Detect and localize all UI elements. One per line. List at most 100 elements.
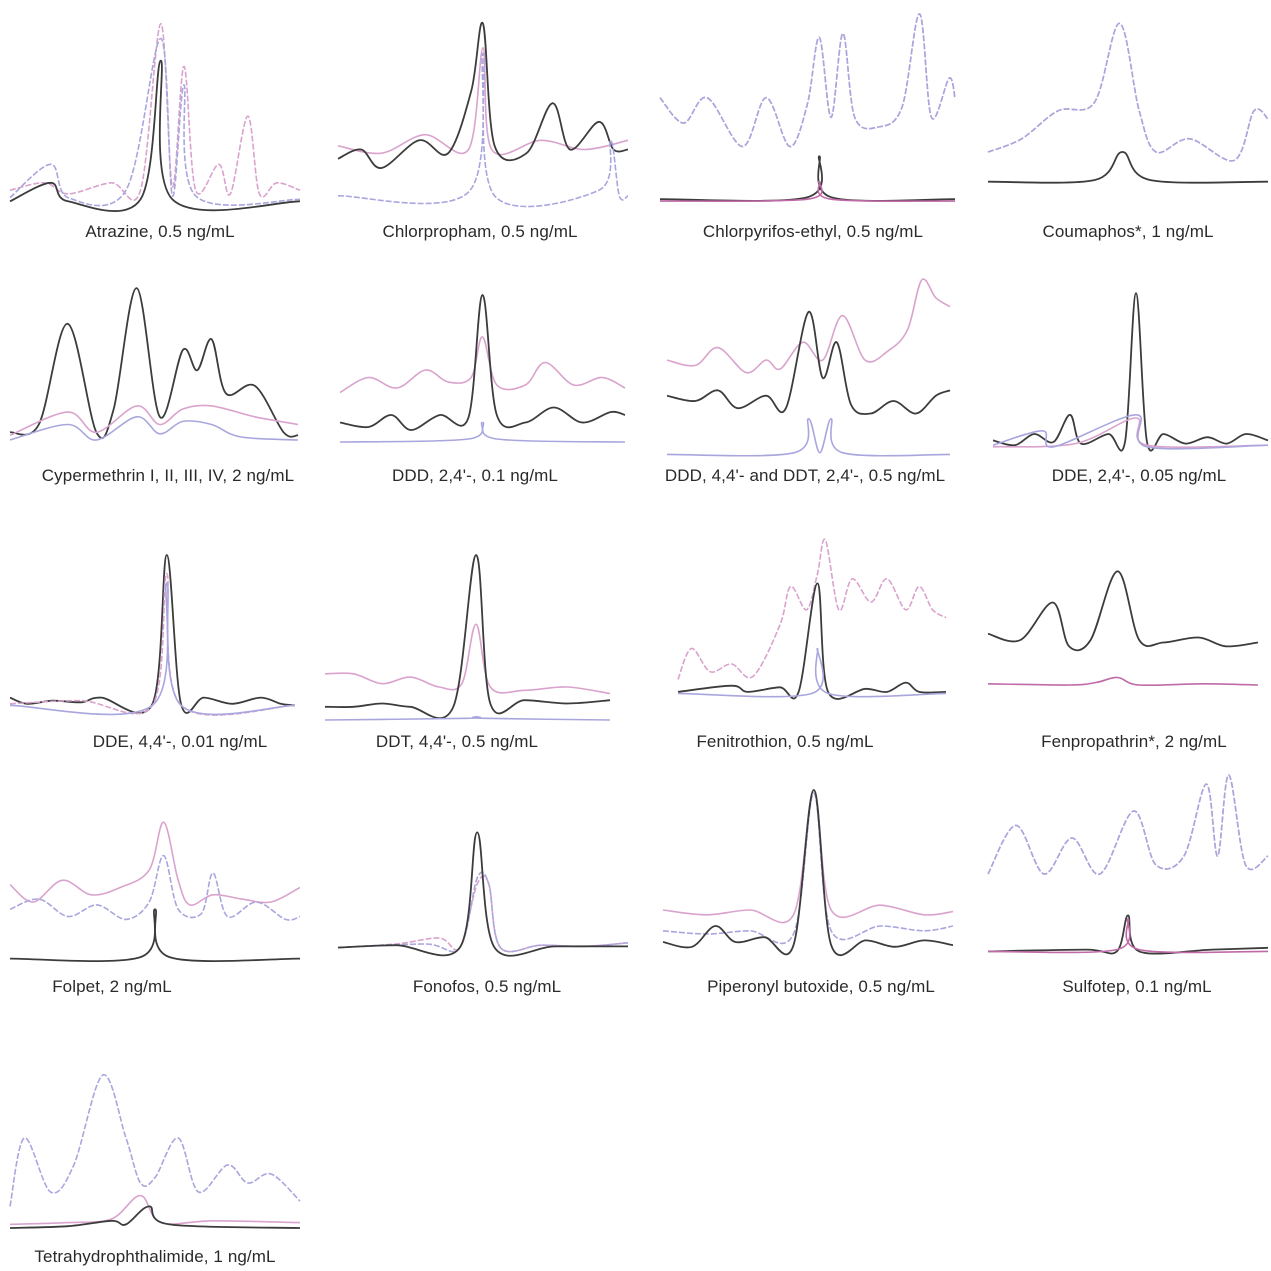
panel-caption: DDE, 2,4'-, 0.05 ng/mL bbox=[1051, 466, 1227, 485]
chromatogram-plot bbox=[9, 554, 296, 716]
trace-blue-2 bbox=[9, 582, 296, 716]
chromatogram-panel bbox=[987, 565, 1259, 690]
panel-caption: Sulfotep, 0.1 ng/mL bbox=[1062, 977, 1212, 996]
trace-black-2 bbox=[9, 1205, 301, 1229]
trace-blue-1 bbox=[987, 22, 1269, 162]
panel-caption: DDT, 4,4'-, 0.5 ng/mL bbox=[375, 732, 539, 751]
panel-caption: Cypermethrin I, II, III, IV, 2 ng/mL bbox=[41, 466, 295, 485]
chromatogram-plot bbox=[659, 13, 956, 203]
chromatogram-panel bbox=[666, 278, 951, 458]
chromatogram-panel bbox=[9, 554, 296, 716]
trace-magenta-3 bbox=[987, 918, 1269, 954]
trace-black-2 bbox=[9, 908, 301, 962]
chromatogram-plot bbox=[339, 294, 626, 443]
trace-black-2 bbox=[662, 789, 954, 956]
chromatogram-panel bbox=[337, 20, 629, 208]
panel-caption: Fenpropathrin*, 2 ng/mL bbox=[1041, 732, 1227, 751]
chromatogram-panel bbox=[9, 1048, 301, 1229]
trace-black-1 bbox=[666, 311, 951, 415]
chromatogram-plot bbox=[992, 292, 1269, 452]
chromatogram-panel bbox=[659, 10, 956, 205]
chromatogram-plot bbox=[324, 554, 611, 721]
trace-pink-0 bbox=[9, 821, 301, 906]
trace-black-2 bbox=[659, 155, 956, 202]
trace-black-1 bbox=[339, 294, 626, 431]
trace-magenta-1 bbox=[987, 676, 1259, 687]
panel-caption: Piperonyl butoxide, 0.5 ng/mL bbox=[707, 977, 935, 996]
trace-blue-2 bbox=[666, 418, 951, 457]
trace-black-2 bbox=[9, 59, 301, 212]
chromatogram-panel bbox=[987, 774, 1269, 955]
trace-pink-0 bbox=[666, 278, 951, 374]
panel-caption: DDD, 2,4'-, 0.1 ng/mL bbox=[392, 466, 558, 485]
trace-pink-1 bbox=[9, 1194, 301, 1226]
trace-blue-2 bbox=[9, 416, 299, 441]
chromatogram-panel bbox=[9, 20, 301, 212]
chromatogram-panel bbox=[677, 538, 947, 700]
chromatogram-panel bbox=[9, 285, 299, 441]
chromatogram-plot bbox=[987, 774, 1269, 955]
trace-pink-0 bbox=[324, 623, 611, 695]
trace-black-0 bbox=[9, 287, 299, 439]
trace-pink-0 bbox=[9, 22, 301, 201]
trace-blue-2 bbox=[337, 52, 629, 208]
chromatogram-panel bbox=[987, 20, 1269, 185]
panel-caption: Coumaphos*, 1 ng/mL bbox=[1042, 222, 1214, 241]
trace-blue-1 bbox=[662, 792, 954, 945]
panel-caption: Folpet, 2 ng/mL bbox=[52, 977, 172, 996]
chromatogram-panel bbox=[992, 290, 1269, 452]
trace-pink-0 bbox=[677, 538, 947, 680]
chromatogram-plot bbox=[9, 1074, 301, 1229]
trace-black-1 bbox=[324, 554, 611, 720]
trace-pink-0 bbox=[339, 336, 626, 394]
trace-black-1 bbox=[337, 21, 629, 169]
panel-caption: Chlorpyrifos-ethyl, 0.5 ng/mL bbox=[702, 222, 924, 241]
trace-blue-1 bbox=[987, 774, 1269, 875]
trace-pink-1 bbox=[9, 404, 299, 437]
panel-caption: DDD, 4,4'- and DDT, 2,4'-, 0.5 ng/mL bbox=[664, 466, 946, 485]
panel-caption: Fenitrothion, 0.5 ng/mL bbox=[696, 732, 874, 751]
trace-blue-0 bbox=[9, 1074, 301, 1207]
trace-blue-2 bbox=[324, 715, 611, 721]
chromatogram-plot bbox=[662, 789, 954, 956]
panel-caption: Atrazine, 0.5 ng/mL bbox=[85, 222, 235, 241]
panel-caption: DDE, 4,4'-, 0.01 ng/mL bbox=[92, 732, 268, 751]
trace-pink-0 bbox=[659, 13, 956, 148]
chromatogram-panel bbox=[662, 789, 954, 956]
chromatogram-panel bbox=[337, 830, 629, 957]
trace-black-2 bbox=[337, 831, 629, 957]
trace-blue-1 bbox=[9, 854, 301, 921]
chromatogram-panel bbox=[324, 554, 611, 721]
chromatogram-plot bbox=[9, 22, 301, 212]
trace-black-1 bbox=[677, 582, 947, 700]
chromatogram-panel bbox=[339, 294, 626, 445]
trace-blue-2 bbox=[992, 414, 1269, 450]
trace-magenta-3 bbox=[659, 180, 956, 203]
trace-black-0 bbox=[9, 554, 296, 714]
chromatogram-plot bbox=[677, 538, 947, 700]
trace-pink-0 bbox=[662, 789, 954, 924]
panel-caption: Fonofos, 0.5 ng/mL bbox=[412, 977, 562, 996]
trace-pink-0 bbox=[987, 22, 1269, 162]
trace-blue-1 bbox=[9, 37, 301, 207]
trace-black-0 bbox=[987, 570, 1259, 652]
trace-black-2 bbox=[987, 914, 1269, 955]
chromatogram-plot bbox=[9, 821, 301, 962]
chromatogram-plot bbox=[987, 570, 1259, 687]
trace-pink-0 bbox=[337, 47, 629, 156]
panel-caption: Tetrahydrophthalimide, 1 ng/mL bbox=[34, 1247, 276, 1266]
panel-caption: Chlorpropham, 0.5 ng/mL bbox=[382, 222, 578, 241]
chromatogram-plot bbox=[987, 22, 1269, 184]
chromatogram-plot bbox=[9, 287, 299, 441]
trace-blue-1 bbox=[659, 13, 956, 148]
trace-black-2 bbox=[987, 151, 1269, 184]
chromatogram-panel bbox=[9, 815, 301, 962]
trace-blue-2 bbox=[339, 421, 626, 443]
chromatogram-plot bbox=[337, 21, 629, 208]
trace-black-0 bbox=[992, 292, 1269, 452]
trace-pink-1 bbox=[9, 572, 296, 716]
chromatogram-plot bbox=[337, 831, 629, 957]
trace-blue-2 bbox=[677, 647, 947, 698]
chromatogram-plot bbox=[666, 278, 951, 457]
